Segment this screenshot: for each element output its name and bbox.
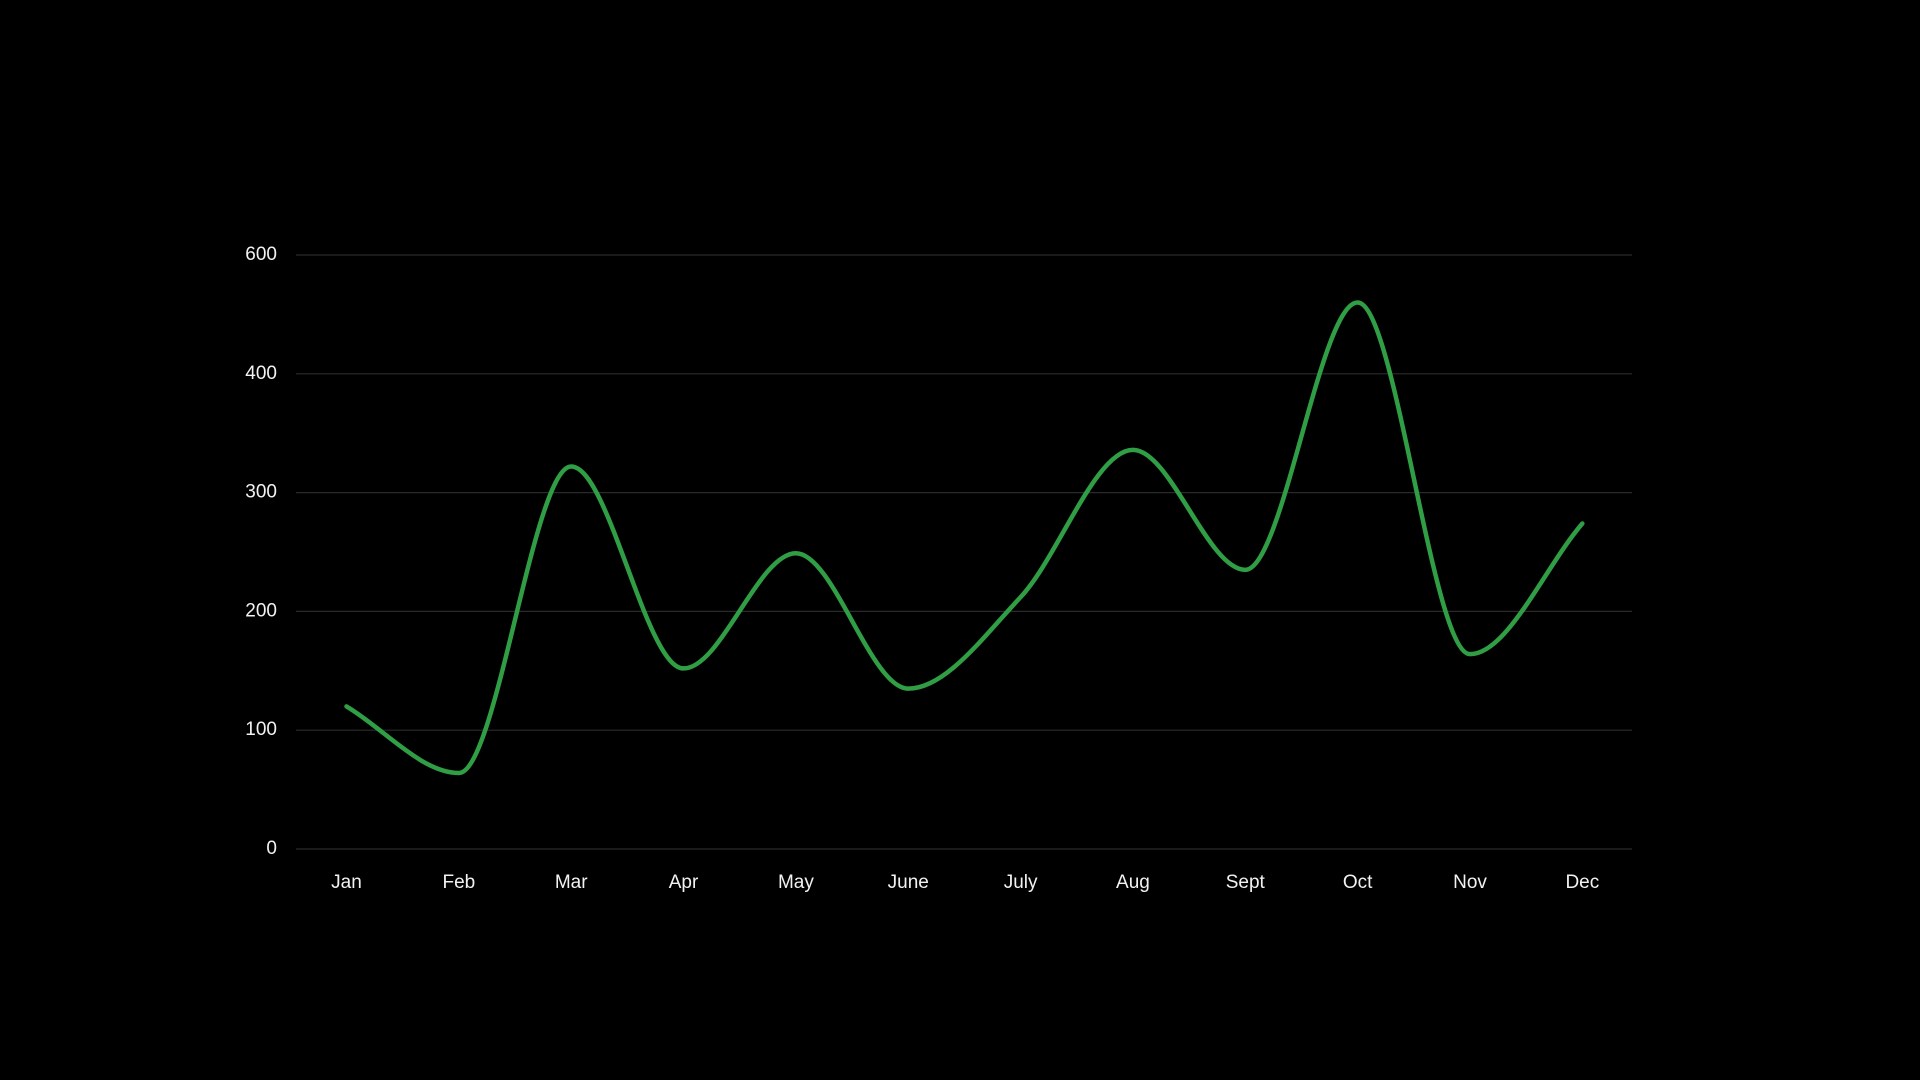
x-tick-label: Oct [1343,872,1373,893]
x-tick-label: Apr [669,872,699,893]
data-line [344,300,1585,776]
y-tick-label: 100 [245,719,277,740]
y-tick-label: 600 [245,244,277,265]
x-tick-label: Mar [555,872,588,893]
x-tick-label: Feb [442,872,475,893]
x-tick-label: June [888,872,929,893]
x-tick-label: Aug [1116,872,1150,893]
x-tick-label: Dec [1565,872,1599,893]
y-tick-label: 300 [245,482,277,503]
x-tick-label: Sept [1226,872,1266,893]
x-tick-label: Jan [331,872,362,893]
y-tick-label: 200 [245,600,277,621]
x-tick-label: Nov [1453,872,1487,893]
y-tick-label: 0 [266,838,277,859]
y-tick-label: 400 [245,363,277,384]
x-tick-label: July [1004,872,1038,893]
x-tick-label: May [778,872,814,893]
